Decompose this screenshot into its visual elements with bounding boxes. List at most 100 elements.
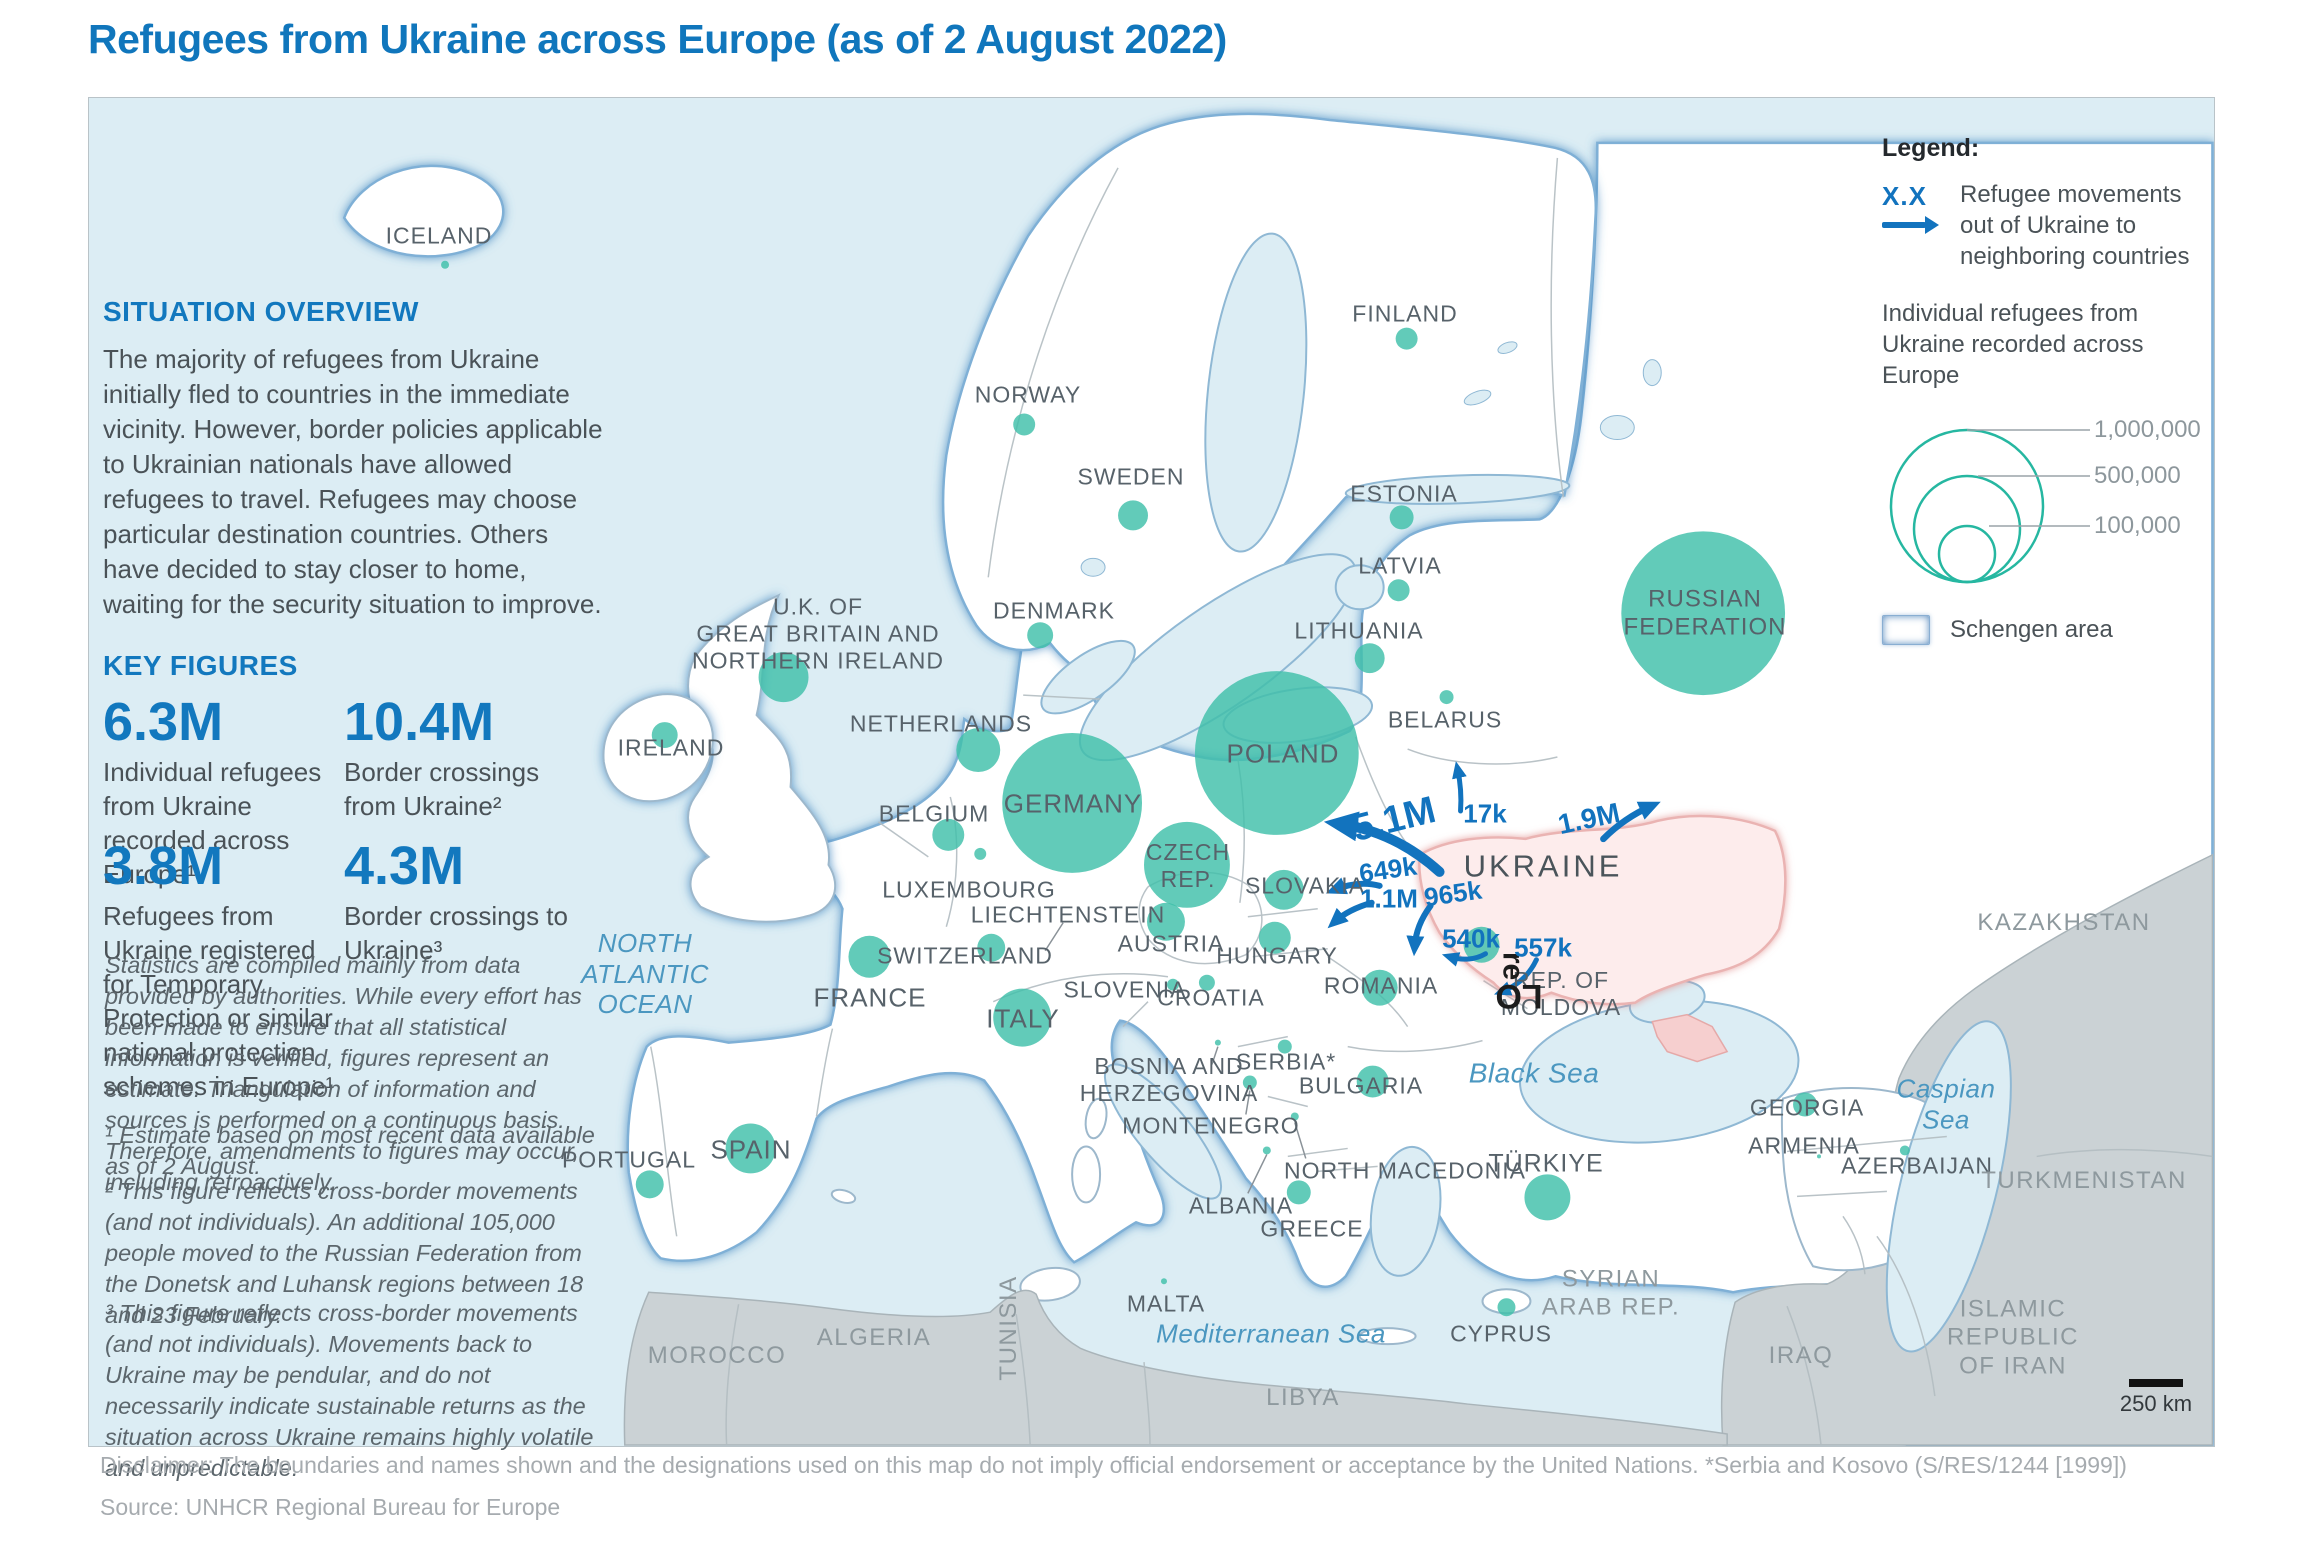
bubble-netherlands	[956, 728, 1001, 772]
bubble-montenegro	[1242, 1075, 1257, 1090]
bubble-serbia	[1277, 1039, 1292, 1054]
crimea-shape	[1651, 1013, 1729, 1063]
bubble-france	[848, 935, 891, 978]
bubble-latvia	[1387, 579, 1410, 602]
scale-label: 250 km	[2119, 1391, 2193, 1416]
key-figure-border-crossings-to: 4.3M Border crossings to Ukraine³	[344, 838, 589, 967]
bubble-belarus	[1439, 690, 1454, 705]
bubble-slovenia	[1166, 978, 1179, 991]
flow-arrow-to-slovakia	[1325, 877, 1383, 895]
key-figure-label: Refugees from Ukraine registered for Tem…	[103, 900, 335, 1101]
flow-arrow-to-russia	[1600, 801, 1661, 843]
bubble-portugal	[635, 1170, 664, 1199]
flow-arrow-to-moldova-west	[1441, 951, 1489, 967]
bubble-slovakia	[1263, 869, 1304, 910]
legend: Legend: X.X Refugee movements out of Ukr…	[1882, 134, 2214, 645]
bubble-poland	[1194, 671, 1359, 835]
bubble-north-macedonia	[1290, 1112, 1299, 1121]
bubble-malta	[1160, 1278, 1167, 1285]
key-figure-label: Border crossings to Ukraine³	[344, 900, 568, 965]
bubble-italy	[993, 988, 1052, 1047]
key-figure-individual-refugees: 6.3M Individual refugees from Ukraine re…	[103, 694, 348, 891]
bubble-greece	[1286, 1180, 1311, 1205]
bubble-romania	[1361, 969, 1398, 1006]
source-text: Source: UNHCR Regional Bureau for Europe	[100, 1494, 561, 1520]
bubble-armenia	[1817, 1154, 1822, 1159]
bubble-ireland	[651, 722, 678, 749]
schengen-swatch-icon	[1882, 615, 1930, 645]
bubble-bulgaria	[1356, 1065, 1389, 1098]
size-label-100k: 100,000	[2094, 512, 2181, 539]
bubble-austria	[1147, 902, 1185, 941]
country-borders	[650, 157, 2213, 1446]
ukraine-shape	[1418, 814, 1787, 1006]
statistics-note: Statistics are compiled mainly from data…	[105, 952, 582, 1195]
flow-arrow-to-romania	[1406, 902, 1434, 957]
key-figure-value: 10.4M	[344, 692, 495, 752]
bubble-georgia	[1793, 1092, 1818, 1117]
bubble-switzerland	[977, 933, 1006, 962]
key-figure-value: 6.3M	[103, 692, 224, 752]
movement-arrows	[1323, 761, 1661, 996]
size-circles-icon	[1889, 428, 2090, 584]
bubble-denmark	[1027, 622, 1054, 649]
bubble-lithuania	[1354, 643, 1385, 674]
footnote-1: ¹ Estimate based on most recent data ava…	[105, 1122, 595, 1179]
footnote-2: ² This figure reflects cross-border move…	[105, 1178, 584, 1328]
bubble-estonia	[1389, 505, 1414, 530]
bubble-croatia	[1198, 974, 1215, 991]
key-figure-temporary-protection: 3.8M Refugees from Ukraine registered fo…	[103, 838, 348, 1103]
scale-bar: 250 km	[2111, 1379, 2201, 1417]
legend-size-circles: 1,000,000 500,000 100,000	[1882, 397, 2214, 597]
key-figure-value: 3.8M	[103, 836, 224, 896]
legend-schengen-row: Schengen area	[1882, 615, 2214, 645]
size-label-1m: 1,000,000	[2094, 416, 2201, 443]
bubble-luxembourg	[974, 847, 987, 860]
disclaimer-text: Disclaimer: The boundaries and names sho…	[100, 1452, 2127, 1478]
bubble-sweden	[1118, 500, 1149, 531]
overview-body: The majority of refugees from Ukraine in…	[103, 344, 603, 619]
movement-symbol: X.X	[1882, 181, 1927, 211]
key-figure-label: Border crossings from Ukraine²	[344, 756, 540, 821]
bubble-norway	[1013, 413, 1036, 436]
bubble-hungary	[1258, 921, 1291, 954]
bubble-russian-federation	[1621, 531, 1786, 696]
bubble-bosnia	[1214, 1039, 1221, 1046]
movement-arrow-icon: X.X	[1882, 179, 1960, 272]
size-label-500k: 500,000	[2094, 462, 2181, 489]
flow-arrow-to-moldova	[1494, 957, 1539, 996]
key-figure-border-crossings-from: 10.4M Border crossings from Ukraine²	[344, 694, 589, 823]
footnote-3: ³ This figure reflects cross-border move…	[105, 1300, 594, 1481]
overview-heading: SITUATION OVERVIEW	[103, 296, 419, 327]
bubble-azerbaijan	[1899, 1145, 1910, 1156]
bubble-finland	[1395, 327, 1418, 350]
label-leader-lines	[1044, 922, 1307, 1194]
scale-bar-icon	[2129, 1379, 2183, 1387]
arrow-icon	[1882, 216, 1939, 234]
key-figure-value: 4.3M	[344, 836, 465, 896]
legend-movement-text: Refugee movements out of Ukraine to neig…	[1960, 181, 2190, 270]
schengen-label: Schengen area	[1950, 616, 2113, 643]
bubble-germany	[1002, 733, 1143, 873]
bubble-albania	[1262, 1146, 1271, 1155]
europe-map	[342, 112, 2214, 1446]
map-panel: ICELAND NORWAY SWEDEN FINLAND ESTONIA LATVIA L…	[88, 97, 2215, 1481]
key-figure-label: Individual refugees from Ukraine recorde…	[103, 756, 322, 889]
key-figures-heading: KEY FIGURES	[103, 650, 298, 681]
bubble-iceland	[441, 260, 450, 269]
bubble-spain	[725, 1123, 776, 1174]
bubble-uk	[758, 652, 809, 703]
bubble-czech-rep	[1144, 821, 1230, 908]
flow-arrow-to-poland	[1323, 811, 1445, 877]
page-title: Refugees from Ukraine across Europe (as …	[88, 16, 1227, 62]
bubble-belgium	[932, 818, 965, 851]
flow-arrow-to-belarus	[1452, 761, 1467, 814]
bubble-turkiye	[1524, 1174, 1571, 1221]
bubble-moldova	[1463, 926, 1500, 963]
legend-title: Legend:	[1882, 134, 1980, 162]
bubble-cyprus	[1497, 1298, 1516, 1317]
refugee-bubbles	[441, 260, 1910, 1317]
flow-arrow-to-hungary	[1327, 899, 1375, 929]
legend-circles-title: Individual refugees from Ukraine recorde…	[1882, 300, 2144, 389]
